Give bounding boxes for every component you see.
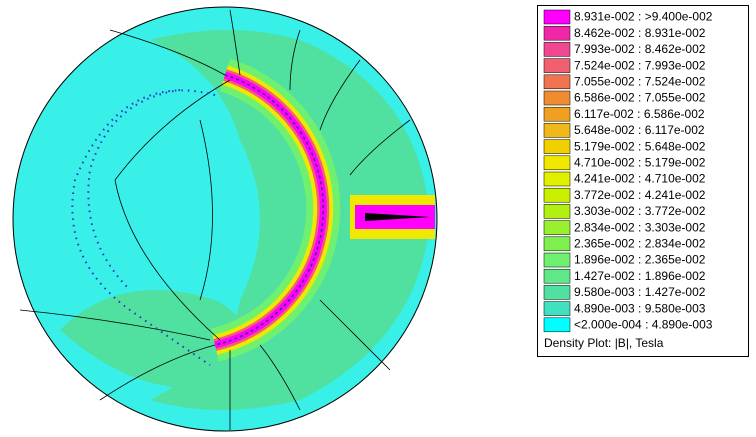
legend-label: 3.303e-002 : 3.772e-002 xyxy=(574,204,706,218)
legend-swatch xyxy=(543,204,571,219)
legend-swatch xyxy=(543,106,571,122)
legend-swatch xyxy=(543,25,571,41)
legend-swatch xyxy=(543,301,571,316)
legend-label: 2.365e-002 : 2.834e-002 xyxy=(574,236,706,250)
bar-core xyxy=(365,213,430,221)
legend-label: 4.890e-003 : 9.580e-003 xyxy=(574,301,706,315)
legend-label: 9.580e-003 : 1.427e-002 xyxy=(574,285,706,299)
legend-label: 6.586e-002 : 7.055e-002 xyxy=(574,91,706,105)
field-region xyxy=(60,290,247,389)
legend-swatch xyxy=(543,74,571,90)
legend-label: 2.834e-002 : 3.303e-002 xyxy=(574,220,706,234)
legend-label: 7.524e-002 : 7.993e-002 xyxy=(574,58,706,72)
legend-label: 3.772e-002 : 4.241e-002 xyxy=(574,188,706,202)
legend-swatch xyxy=(543,9,571,25)
legend-swatch xyxy=(543,42,571,57)
field-plot xyxy=(12,6,438,432)
legend-label: 4.710e-002 : 5.179e-002 xyxy=(574,155,706,169)
legend-label: 4.241e-002 : 4.710e-002 xyxy=(574,172,706,186)
legend-label: 1.427e-002 : 1.896e-002 xyxy=(574,269,706,283)
legend-label: 7.993e-002 : 8.462e-002 xyxy=(574,42,706,56)
legend-swatch xyxy=(543,285,571,300)
contour-lines xyxy=(19,9,411,431)
arc-coils xyxy=(214,74,324,346)
legend-swatch xyxy=(543,171,571,187)
legend-swatch xyxy=(543,58,571,73)
dotted-arcs xyxy=(71,89,216,366)
legend-swatch xyxy=(543,123,571,138)
legend-label: <2.000e-004 : 4.890e-003 xyxy=(574,317,713,331)
legend: 8.931e-002 : >9.400e-002 8.462e-002 : 8.9… xyxy=(537,5,749,357)
legend-label: 8.462e-002 : 8.931e-002 xyxy=(574,26,706,40)
legend-swatch xyxy=(543,268,571,284)
legend-label: 7.055e-002 : 7.524e-002 xyxy=(574,74,706,88)
legend-label: 6.117e-002 : 6.586e-002 xyxy=(574,107,705,121)
legend-entries: 8.931e-002 : >9.400e-002 8.462e-002 : 8.9… xyxy=(543,9,713,333)
legend-swatch xyxy=(543,139,571,154)
field-region xyxy=(150,30,430,410)
legend-swatch xyxy=(543,220,571,235)
legend-swatch xyxy=(543,236,571,252)
legend-swatch xyxy=(543,155,571,171)
legend-swatch xyxy=(543,187,571,203)
legend-swatch xyxy=(543,252,571,268)
legend-label: 8.931e-002 : >9.400e-002 xyxy=(574,10,713,24)
legend-caption: Density Plot: |B|, Tesla xyxy=(544,336,664,350)
legend-box xyxy=(537,5,749,357)
legend-swatch xyxy=(543,90,571,106)
legend-label: 5.179e-002 : 5.648e-002 xyxy=(574,139,706,153)
legend-label: 1.896e-002 : 2.365e-002 xyxy=(574,253,706,267)
legend-label: 5.648e-002 : 6.117e-002 xyxy=(574,123,705,137)
legend-swatch xyxy=(543,317,571,333)
